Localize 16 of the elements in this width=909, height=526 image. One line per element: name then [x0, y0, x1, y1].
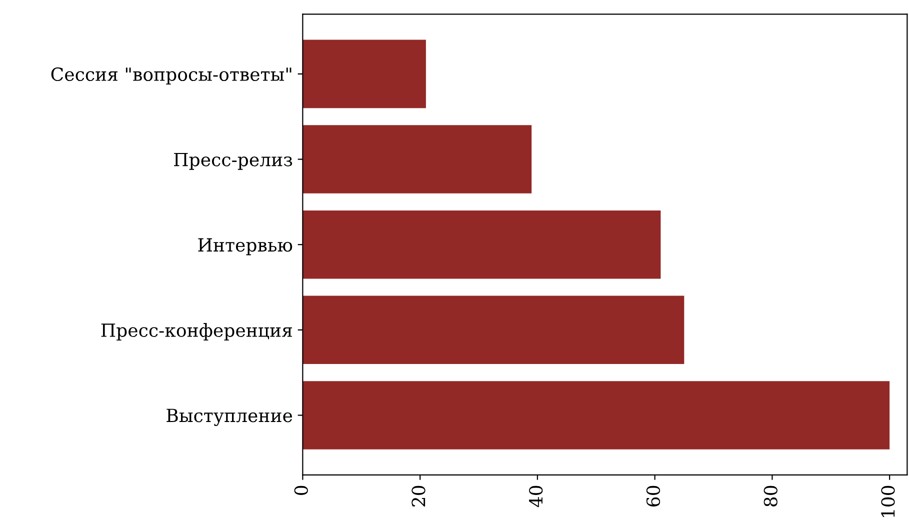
bar — [302, 296, 684, 364]
bar — [302, 40, 426, 108]
x-tick-label: 100 — [881, 486, 895, 517]
bar — [302, 210, 661, 279]
x-tick-label: 0 — [294, 486, 308, 495]
x-tick-label: 60 — [646, 486, 660, 506]
x-tick-label: 40 — [529, 486, 543, 508]
x-tick-label: 20 — [412, 486, 426, 506]
bar — [302, 381, 890, 450]
y-tick-label: Пресс-релиз — [174, 152, 292, 170]
bar — [302, 125, 532, 194]
y-tick-label: Интервью — [198, 238, 292, 256]
y-tick-label: Сессия "вопросы-ответы" — [51, 67, 292, 85]
x-tick-label: 80 — [764, 486, 778, 506]
y-tick-label: Пресс-конференция — [101, 323, 292, 341]
y-tick-label: Выступление — [166, 408, 292, 426]
